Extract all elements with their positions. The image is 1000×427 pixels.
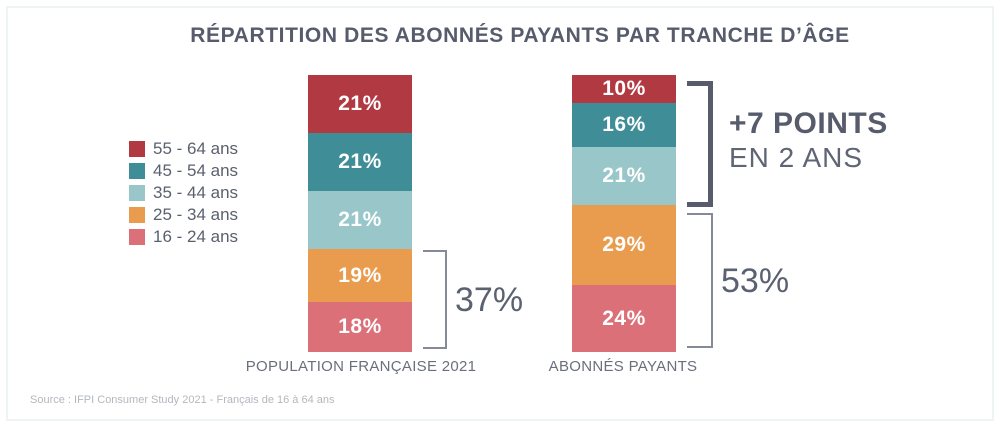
annotation-53-percent: 53% <box>721 262 790 300</box>
legend-swatch <box>129 185 145 201</box>
legend-label: 25 - 34 ans <box>153 205 239 224</box>
bar-segment: 29% <box>572 205 676 286</box>
segment-value-label: 18% <box>338 315 382 339</box>
segment-value-label: 21% <box>338 92 382 116</box>
source-note: Source : IFPI Consumer Study 2021 - Fran… <box>30 394 335 406</box>
bar-segment: 19% <box>308 249 412 303</box>
legend-label: 35 - 44 ans <box>153 183 239 202</box>
bar-segment: 24% <box>572 285 676 352</box>
legend-item: 16 - 24 ans <box>129 227 239 246</box>
legend-swatch <box>129 229 145 245</box>
annotation-37-percent: 37% <box>455 281 524 319</box>
legend-label: 16 - 24 ans <box>153 227 239 246</box>
bar-segment: 21% <box>308 75 412 134</box>
category-label-population: POPULATION FRANÇAISE 2021 <box>245 358 477 375</box>
segment-value-label: 21% <box>338 150 382 174</box>
bar-segment: 21% <box>572 147 676 206</box>
segment-value-label: 21% <box>602 164 646 188</box>
annotation-delta-value: +7 POINTS <box>729 107 888 140</box>
bracket-53-percent <box>687 213 713 348</box>
legend-swatch <box>129 141 145 157</box>
segment-value-label: 24% <box>602 306 646 330</box>
legend-swatch <box>129 207 145 223</box>
bar-segment: 16% <box>572 102 676 147</box>
legend-label: 55 - 64 ans <box>153 139 239 158</box>
chart-title: RÉPARTITION DES ABONNÉS PAYANTS PAR TRAN… <box>190 24 850 47</box>
segment-value-label: 29% <box>602 233 646 257</box>
segment-value-label: 10% <box>602 76 646 100</box>
bar-segment: 21% <box>308 133 412 192</box>
segment-value-label: 16% <box>602 112 646 136</box>
legend-item: 45 - 54 ans <box>129 161 239 180</box>
annotation-plus-7-points: +7 POINTS EN 2 ANS <box>729 106 888 174</box>
bracket-37-percent <box>423 250 447 349</box>
legend: 55 - 64 ans 45 - 54 ans 35 - 44 ans 25 - 34… <box>129 139 239 251</box>
bar-segment: 10% <box>572 75 676 103</box>
bracket-plus-7-points <box>687 81 713 207</box>
legend-swatch <box>129 163 145 179</box>
stacked-bar-population: 21% 21% 21% 19% 18% <box>308 75 412 352</box>
bar-segment: 21% <box>308 191 412 250</box>
bar-segment: 18% <box>308 302 412 352</box>
annotation-delta-period: EN 2 ANS <box>729 142 864 174</box>
legend-item: 55 - 64 ans <box>129 139 239 158</box>
segment-value-label: 21% <box>338 208 382 232</box>
category-label-subscribers: ABONNÉS PAYANTS <box>548 358 698 375</box>
legend-item: 35 - 44 ans <box>129 183 239 202</box>
legend-item: 25 - 34 ans <box>129 205 239 224</box>
stacked-bar-subscribers: 10% 16% 21% 29% 24% <box>572 75 676 352</box>
legend-label: 45 - 54 ans <box>153 161 239 180</box>
segment-value-label: 19% <box>338 263 382 287</box>
